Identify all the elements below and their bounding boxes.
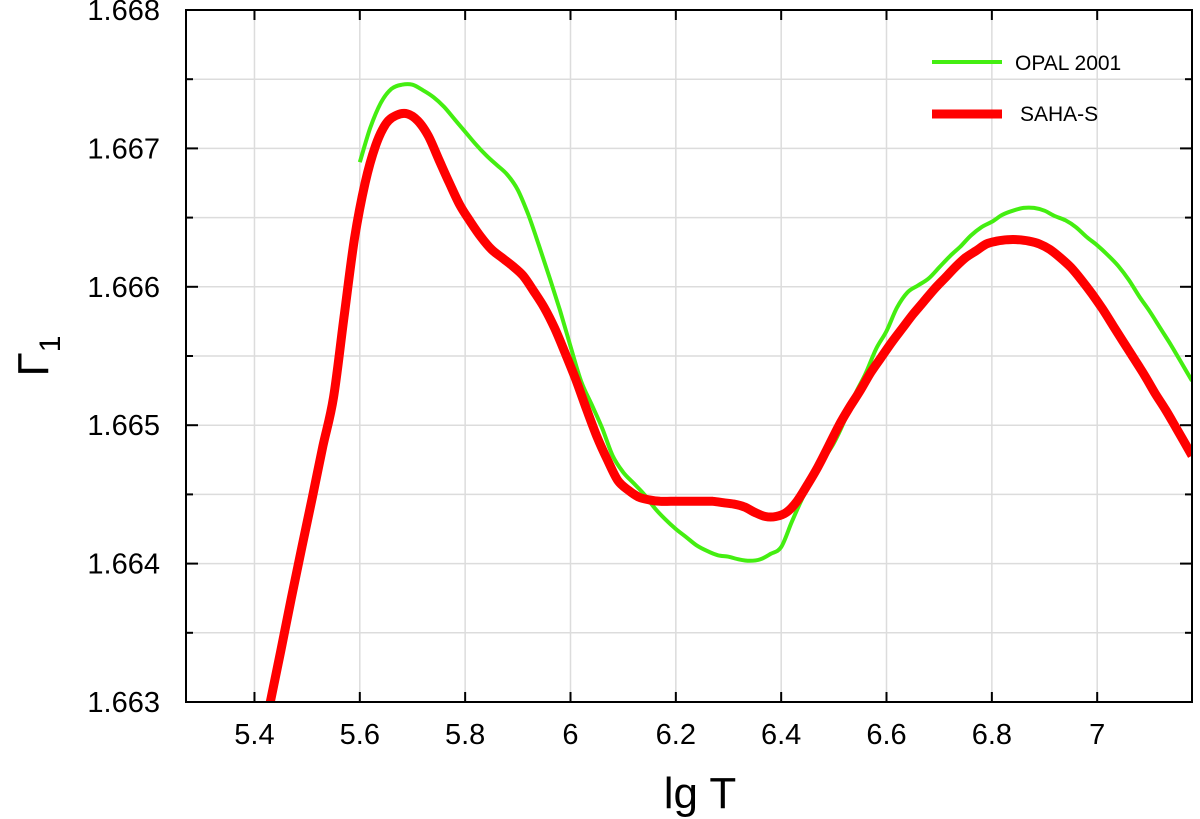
x-tick-label: 6.8	[972, 719, 1012, 751]
y-tick-label: 1.665	[87, 410, 160, 442]
legend: OPAL 2001 SAHA-S	[932, 52, 1121, 126]
x-tick-label: 6	[562, 719, 578, 751]
svg-text:Γ1: Γ1	[9, 336, 67, 377]
y-tick-label: 1.663	[87, 687, 160, 719]
y-tick-label: 1.668	[87, 0, 160, 27]
series-line-opal-2001	[357, 82, 1192, 563]
y-tick-label: 1.667	[87, 133, 160, 165]
y-axis-title-main: Γ	[9, 352, 58, 376]
y-tick-label: 1.666	[87, 272, 160, 304]
legend-label-saha-s: SAHA-S	[1020, 103, 1098, 126]
tick-labels: 5.4 5.6 5.8 6 6.2 6.4 6.6 6.8 7 1.663 1.664 1.665 1.…	[87, 0, 1105, 751]
x-tick-label: 6.6	[866, 719, 906, 751]
grid	[186, 9, 1192, 703]
x-tick-label: 6.4	[761, 719, 801, 751]
x-tick-label: 5.4	[234, 719, 274, 751]
legend-label-opal-2001: OPAL 2001	[1015, 52, 1121, 75]
y-tick-label: 1.664	[87, 549, 160, 581]
ticks	[186, 9, 1192, 703]
x-tick-label: 5.6	[340, 719, 380, 751]
y-axis-title-sub: 1	[34, 336, 67, 353]
x-tick-label: 6.2	[656, 719, 696, 751]
y-axis-title: Γ1	[9, 336, 67, 377]
series-line-saha-s	[265, 108, 1192, 702]
x-tick-label: 7	[1089, 719, 1105, 751]
x-tick-label: 5.8	[445, 719, 485, 751]
x-axis-title: lg T	[664, 769, 737, 818]
series-layer	[265, 82, 1192, 702]
